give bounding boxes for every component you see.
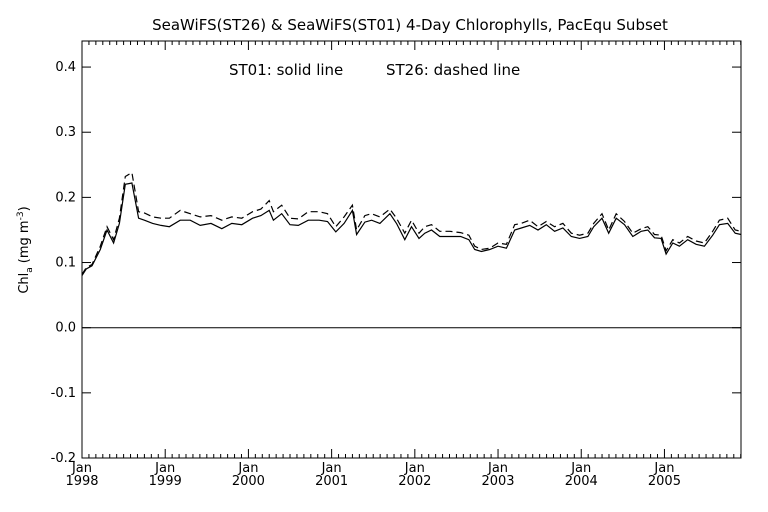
x-tick-label-year: 2000	[232, 474, 265, 489]
x-tick-label-year: 2002	[398, 474, 431, 489]
x-tick-label-month: Jan	[154, 461, 175, 476]
plot-lines	[81, 171, 742, 329]
series-line-st26	[81, 171, 742, 275]
y-tick-label: 0.1	[55, 256, 76, 271]
y-axis-label: Chla (mg m-3)	[16, 206, 35, 293]
x-tick-label-month: Jan	[71, 461, 92, 476]
y-axis-label-main: Chl	[17, 273, 32, 294]
y-tick-label: 0.2	[55, 190, 76, 205]
chart-title: SeaWiFS(ST26) & SeaWiFS(ST01) 4-Day Chlo…	[152, 16, 668, 34]
y-tick-label: 0.3	[55, 125, 76, 140]
x-tick-label-month: Jan	[570, 461, 591, 476]
y-axis-label-close: )	[17, 206, 32, 211]
x-tick-label-year: 1999	[149, 474, 182, 489]
series-line-st01	[81, 182, 742, 276]
y-axis-label-open: (mg m	[17, 220, 32, 263]
x-tick-label-year: 1998	[65, 474, 98, 489]
y-tick-label: 0.4	[55, 60, 76, 75]
y-axis: -0.2 -0.1 0.0 0.1 0.2 0.3 0.4	[51, 60, 741, 466]
x-axis: Jan1998Jan1999Jan2000Jan2001Jan2002Jan20…	[65, 41, 742, 489]
legend-st26: ST26: dashed line	[386, 61, 520, 79]
plot-frame	[81, 40, 742, 459]
y-tick-label: -0.1	[51, 386, 76, 401]
y-axis-label-sup: -3	[16, 211, 26, 220]
y-axis-label-sub: a	[25, 267, 35, 273]
legend-st01: ST01: solid line	[229, 61, 343, 79]
x-tick-label-month: Jan	[237, 461, 258, 476]
x-tick-label-year: 2003	[481, 474, 514, 489]
x-tick-label-month: Jan	[487, 461, 508, 476]
x-tick-label-month: Jan	[653, 461, 674, 476]
y-tick-label: 0.0	[55, 321, 76, 336]
x-tick-label-year: 2004	[565, 474, 598, 489]
x-tick-label-year: 2001	[315, 474, 348, 489]
x-tick-label-month: Jan	[321, 461, 342, 476]
x-tick-label-year: 2005	[648, 474, 681, 489]
y-tick-label: -0.2	[51, 451, 76, 466]
x-tick-label-month: Jan	[404, 461, 425, 476]
